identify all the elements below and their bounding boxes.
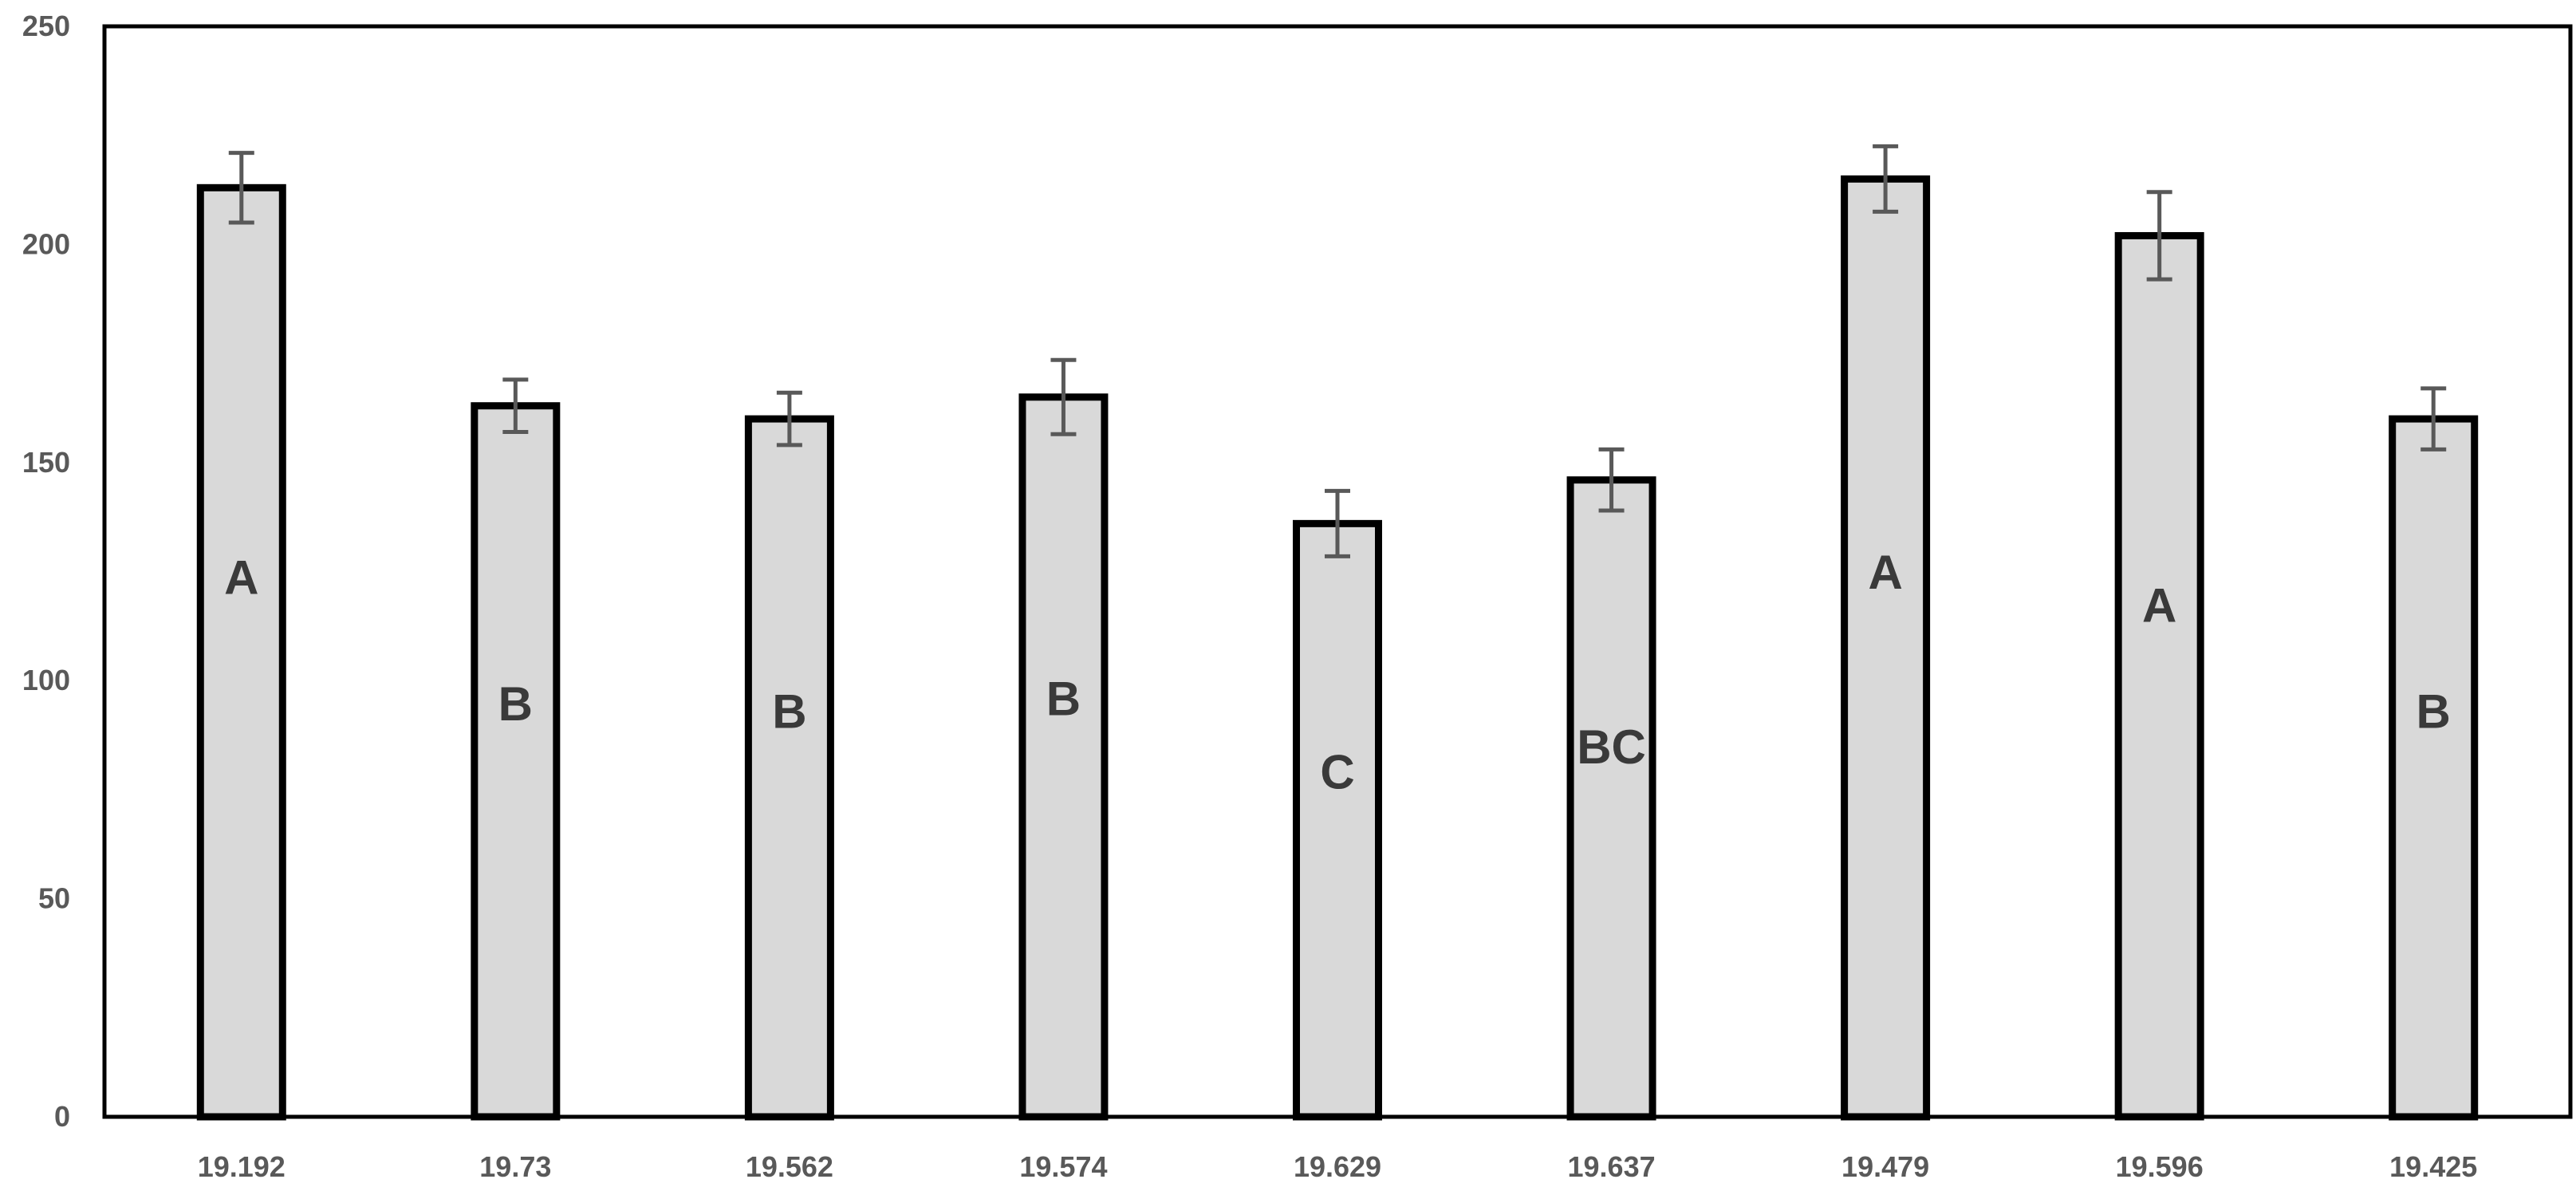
x-tick-label: 19.596 [2116, 1150, 2204, 1183]
bar [1841, 175, 1931, 1121]
y-tick-label: 250 [22, 10, 70, 42]
y-tick-label: 100 [22, 664, 70, 696]
y-tick-label: 150 [22, 446, 70, 479]
bar-letter-label: A [224, 550, 258, 604]
y-tick-label: 200 [22, 227, 70, 260]
x-tick-label: 19.574 [1019, 1150, 1107, 1183]
bar [2389, 415, 2479, 1121]
bar [196, 183, 286, 1121]
bar-letter-label: C [1320, 746, 1354, 799]
bar-letter-label: B [772, 685, 806, 739]
bar [744, 415, 834, 1121]
bar [471, 402, 561, 1121]
bar [1018, 393, 1109, 1121]
bar [1293, 519, 1382, 1121]
bar-letter-label: A [1868, 546, 1902, 599]
y-tick-label: 50 [38, 882, 70, 915]
bar [1566, 476, 1656, 1121]
bar-letter-label: B [2416, 685, 2451, 739]
bar-letter-label: A [2142, 578, 2176, 632]
bar [2114, 231, 2204, 1121]
x-axis-ticks: 19.192 19.73 19.562 19.574 19.629 19.637 19.47… [198, 1150, 2478, 1183]
x-tick-label: 19.192 [198, 1150, 286, 1183]
y-axis-ticks: 0 50 100 150 200 250 [22, 10, 70, 1133]
x-tick-label: 19.479 [1841, 1150, 1929, 1183]
y-tick-label: 0 [54, 1100, 70, 1133]
x-tick-label: 19.637 [1568, 1150, 1656, 1183]
bar-letter-label: BC [1577, 720, 1646, 774]
bar-letter-label: B [498, 677, 533, 731]
x-tick-label: 19.425 [2389, 1150, 2477, 1183]
x-tick-label: 19.629 [1294, 1150, 1381, 1183]
bar-letter-label: B [1046, 672, 1081, 726]
x-tick-label: 19.562 [746, 1150, 833, 1183]
x-tick-label: 19.73 [479, 1150, 551, 1183]
